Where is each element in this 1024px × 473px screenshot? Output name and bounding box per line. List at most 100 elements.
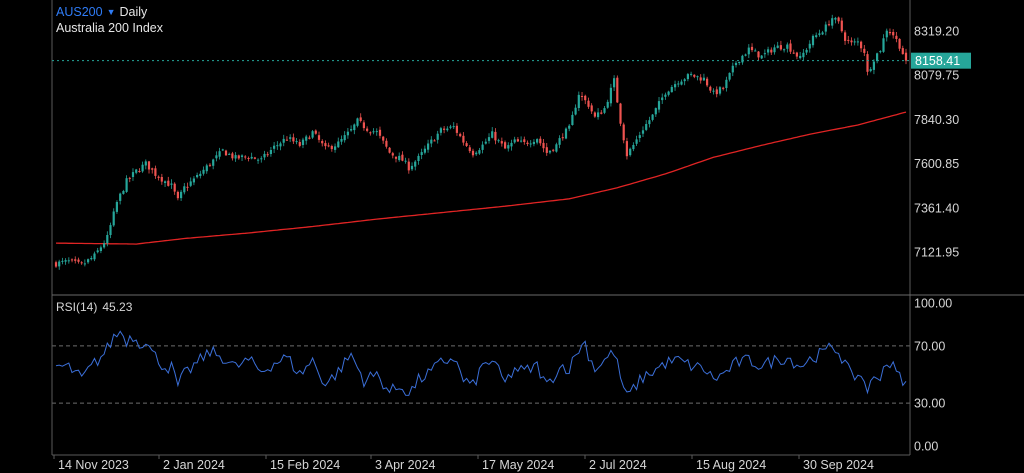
candle[interactable] [106, 231, 109, 247]
candle[interactable] [308, 135, 311, 140]
candle[interactable] [205, 163, 208, 174]
candle[interactable] [125, 175, 128, 193]
candle[interactable] [786, 42, 789, 53]
candle[interactable] [834, 16, 837, 24]
candle[interactable] [247, 156, 250, 162]
candle[interactable] [90, 255, 93, 261]
candle[interactable] [99, 245, 102, 254]
candle[interactable] [276, 141, 279, 150]
candle[interactable] [872, 59, 875, 75]
candle[interactable] [507, 142, 510, 152]
candle[interactable] [763, 49, 766, 58]
candle[interactable] [423, 145, 426, 155]
candle[interactable] [613, 75, 616, 91]
candle[interactable] [154, 165, 157, 179]
candle[interactable] [526, 140, 529, 147]
candle[interactable] [471, 148, 475, 158]
candle[interactable] [539, 136, 542, 146]
candle[interactable] [266, 151, 269, 157]
candle[interactable] [324, 140, 327, 150]
candle[interactable] [847, 35, 850, 44]
candle[interactable] [776, 41, 779, 49]
candle[interactable] [677, 80, 680, 88]
candle[interactable] [263, 150, 266, 161]
candle[interactable] [131, 168, 135, 181]
candle[interactable] [74, 256, 77, 264]
candle[interactable] [83, 259, 86, 267]
candle[interactable] [394, 156, 398, 163]
candle[interactable] [619, 102, 622, 127]
candle[interactable] [481, 141, 484, 154]
candle[interactable] [571, 111, 574, 126]
candle[interactable] [901, 45, 904, 55]
candle[interactable] [228, 152, 231, 156]
candle[interactable] [529, 140, 532, 148]
candle[interactable] [391, 151, 394, 159]
candle[interactable] [593, 111, 596, 118]
candle[interactable] [138, 168, 141, 173]
candle[interactable] [465, 141, 468, 148]
candle[interactable] [638, 131, 641, 143]
candle[interactable] [738, 61, 741, 66]
candle[interactable] [388, 147, 391, 154]
candle[interactable] [279, 141, 282, 151]
candle[interactable] [645, 120, 648, 132]
candle[interactable] [298, 139, 301, 148]
symbol-label[interactable]: AUS200 [56, 5, 103, 19]
candle[interactable] [513, 136, 516, 144]
candle[interactable] [754, 48, 757, 52]
candle[interactable] [561, 133, 564, 141]
candle[interactable] [532, 139, 535, 147]
candle[interactable] [484, 138, 487, 145]
candle[interactable] [648, 116, 651, 128]
candle[interactable] [337, 137, 340, 148]
candle[interactable] [356, 117, 359, 128]
candle[interactable] [314, 129, 317, 135]
candle[interactable] [128, 176, 131, 183]
candle[interactable] [54, 260, 58, 268]
candle[interactable] [289, 134, 292, 143]
candle[interactable] [690, 71, 693, 77]
candle[interactable] [167, 176, 170, 187]
candle[interactable] [218, 147, 221, 160]
candle[interactable] [180, 189, 183, 201]
candle[interactable] [728, 72, 731, 82]
candle[interactable] [382, 135, 385, 144]
candle[interactable] [853, 38, 856, 46]
candle[interactable] [840, 17, 843, 33]
candle[interactable] [856, 37, 859, 46]
candle[interactable] [234, 152, 237, 162]
candle[interactable] [625, 137, 628, 160]
candle[interactable] [366, 126, 369, 133]
timeframe-label[interactable]: Daily [119, 5, 148, 19]
candle[interactable] [805, 48, 808, 55]
candle[interactable] [212, 158, 215, 170]
candle[interactable] [844, 30, 847, 45]
candle[interactable] [311, 129, 314, 139]
candle[interactable] [231, 151, 234, 161]
candle[interactable] [600, 110, 603, 115]
candle[interactable] [115, 200, 118, 214]
candle[interactable] [629, 147, 632, 157]
candle[interactable] [321, 139, 324, 147]
candle[interactable] [369, 131, 372, 136]
candle[interactable] [183, 183, 186, 195]
candle[interactable] [64, 258, 67, 265]
candle[interactable] [789, 39, 792, 54]
candle[interactable] [80, 261, 83, 265]
candle[interactable] [574, 104, 577, 116]
candle[interactable] [452, 122, 455, 129]
candle[interactable] [722, 86, 725, 91]
candle[interactable] [96, 247, 99, 254]
candle[interactable] [504, 140, 507, 150]
candle[interactable] [253, 156, 256, 160]
candle[interactable] [340, 135, 343, 145]
candle[interactable] [702, 73, 705, 82]
candle[interactable] [122, 189, 125, 195]
candle[interactable] [516, 137, 519, 143]
candle[interactable] [87, 258, 90, 264]
candle[interactable] [654, 107, 657, 117]
candle[interactable] [699, 74, 702, 84]
candle[interactable] [616, 75, 619, 103]
candle[interactable] [831, 14, 834, 29]
